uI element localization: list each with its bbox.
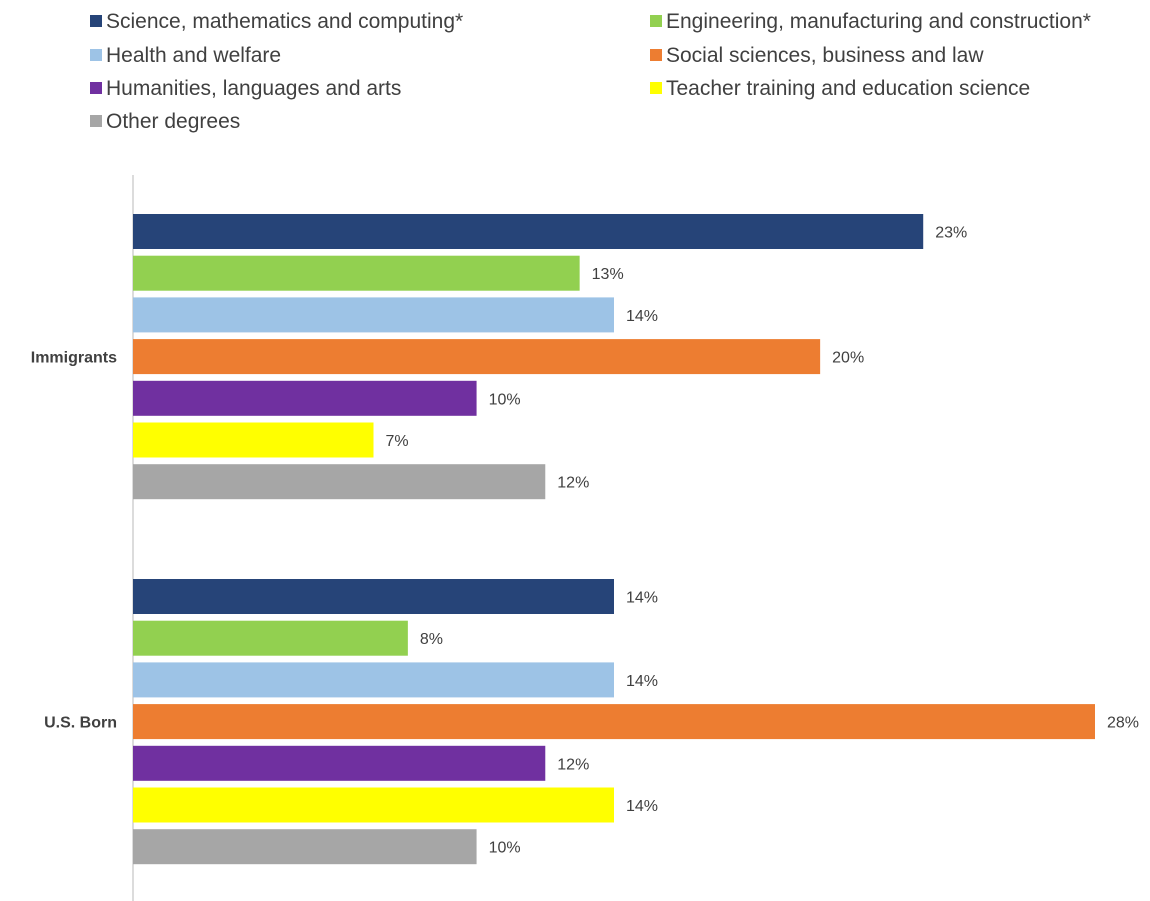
data-label: 14%: [626, 798, 658, 815]
bar: [133, 255, 580, 291]
legend-label: Health and welfare: [106, 44, 281, 67]
data-label: 8%: [420, 631, 443, 648]
data-label: 7%: [386, 433, 409, 450]
bar: [133, 579, 614, 614]
bar: [133, 787, 614, 823]
legend-swatch: [90, 49, 102, 61]
legend-swatch: [650, 82, 662, 94]
category-label: U.S. Born: [44, 715, 117, 732]
legend: Science, mathematics and computing* Engin…: [90, 10, 1091, 133]
bar: [133, 339, 821, 375]
bar-group: Immigrants 23% 13% 14% 20% 10% 7% 12%: [31, 214, 967, 500]
data-label: 10%: [489, 391, 521, 408]
data-label: 23%: [935, 225, 967, 242]
legend-label: Teacher training and education science: [666, 77, 1030, 100]
bar: [133, 745, 546, 781]
legend-label: Science, mathematics and computing*: [106, 10, 463, 33]
legend-label: Humanities, languages and arts: [106, 77, 401, 100]
bar: [133, 662, 614, 698]
bar: [133, 214, 924, 249]
bar: [133, 422, 374, 458]
legend-swatch: [90, 115, 102, 127]
data-label: 12%: [557, 756, 589, 773]
data-label: 28%: [1107, 715, 1139, 732]
bar: [133, 620, 408, 656]
data-label: 10%: [489, 840, 521, 857]
legend-swatch: [90, 82, 102, 94]
bar-group: U.S. Born 14% 8% 14% 28% 12% 14% 10%: [44, 579, 1139, 865]
legend-item: Social sciences, business and law: [650, 44, 984, 67]
legend-item: Humanities, languages and arts: [90, 77, 401, 100]
bar: [133, 464, 546, 500]
legend-label: Other degrees: [106, 110, 240, 133]
legend-swatch: [90, 15, 102, 27]
data-label: 14%: [626, 673, 658, 690]
bar: [133, 704, 1095, 740]
bar: [133, 380, 477, 416]
legend-swatch: [650, 49, 662, 61]
category-label: Immigrants: [31, 350, 117, 367]
legend-label: Engineering, manufacturing and construct…: [666, 10, 1091, 33]
data-label: 14%: [626, 308, 658, 325]
data-label: 20%: [832, 350, 864, 367]
data-label: 13%: [592, 266, 624, 283]
legend-item: Engineering, manufacturing and construct…: [650, 10, 1091, 33]
bar: [133, 297, 614, 333]
legend-item: Science, mathematics and computing*: [90, 10, 463, 33]
legend-item: Teacher training and education science: [650, 77, 1030, 100]
legend-item: Other degrees: [90, 110, 240, 133]
legend-label: Social sciences, business and law: [666, 44, 984, 67]
bar: [133, 829, 477, 865]
legend-swatch: [650, 15, 662, 27]
data-label: 12%: [557, 475, 589, 492]
legend-item: Health and welfare: [90, 44, 281, 67]
data-label: 14%: [626, 590, 658, 607]
bar-groups: Immigrants 23% 13% 14% 20% 10% 7% 12% U.S. Born 1…: [31, 214, 1139, 865]
